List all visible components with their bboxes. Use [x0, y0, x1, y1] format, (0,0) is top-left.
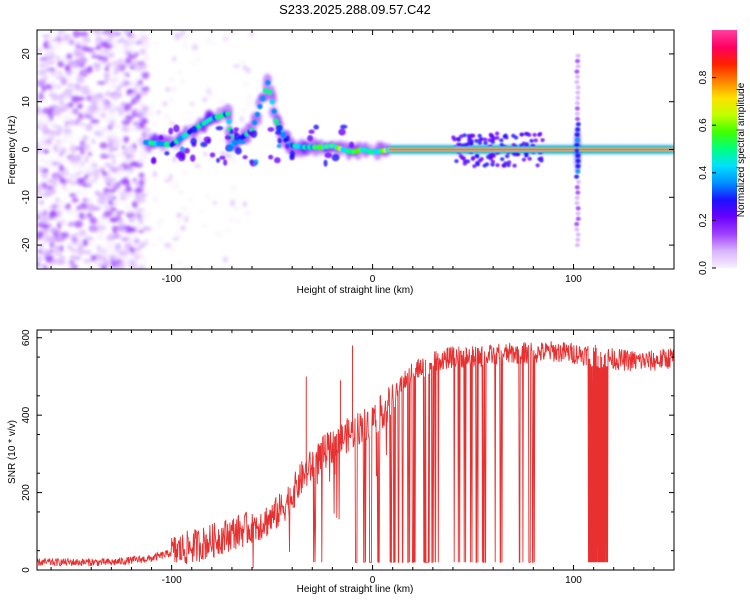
spectrogram-xtick-label: 0 [370, 274, 376, 285]
spectrogram-image [37, 30, 674, 269]
snr-panel: -100 0 100 0 200 400 600 Height of straight li… [7, 329, 675, 595]
snr-ytick-label: 0 [21, 567, 32, 573]
spectrogram-ytick-label: 0 [21, 146, 32, 152]
spectrogram-ylabel: Frequency (Hz) [7, 116, 18, 185]
colorbar-label: Normalized spectral amplitude [736, 82, 747, 217]
spectrogram-ytick-label: -10 [21, 190, 32, 205]
spectrogram-ytick-label: 10 [21, 96, 32, 108]
spectrogram-xtick-label: -100 [162, 274, 182, 285]
snr-xtick-label: -100 [162, 575, 182, 586]
colorbar-tick-label: 0.8 [698, 70, 709, 84]
snr-ylabel: SNR (10 * v/v) [7, 420, 18, 484]
colorbar-tick-label: 0.2 [698, 213, 709, 227]
snr-xtick-label: 100 [565, 575, 582, 586]
snr-axes: -100 0 100 0 200 400 600 [21, 329, 674, 586]
colorbar-tick-label: 0.6 [698, 118, 709, 132]
spectrogram-xlabel: Height of straight line (km) [297, 285, 414, 296]
snr-ytick-label: 200 [21, 484, 32, 501]
snr-ytick-label: 400 [21, 406, 32, 423]
snr-xtick-label: 0 [370, 575, 376, 586]
spectrogram-ytick-label: -20 [21, 237, 32, 252]
snr-plot [37, 341, 674, 569]
spectrogram-ytick-label: 20 [21, 48, 32, 60]
colorbar-gradient [712, 30, 737, 268]
snr-xlabel: Height of straight line (km) [297, 584, 414, 595]
spectrogram-xtick-label: 100 [565, 274, 582, 285]
snr-frame [36, 329, 675, 571]
colorbar-tick-label: 0.0 [698, 261, 709, 275]
chart-title: S233.2025.288.09.57.C42 [279, 2, 431, 17]
colorbar: 0.0 0.2 0.4 0.6 0.8 Normalized spectral ampl… [698, 30, 747, 275]
snr-ytick-label: 600 [21, 329, 32, 346]
snr-line [37, 341, 674, 569]
colorbar-tick-label: 0.4 [698, 165, 709, 179]
colorbar-axis: 0.0 0.2 0.4 0.6 0.8 [698, 70, 716, 275]
